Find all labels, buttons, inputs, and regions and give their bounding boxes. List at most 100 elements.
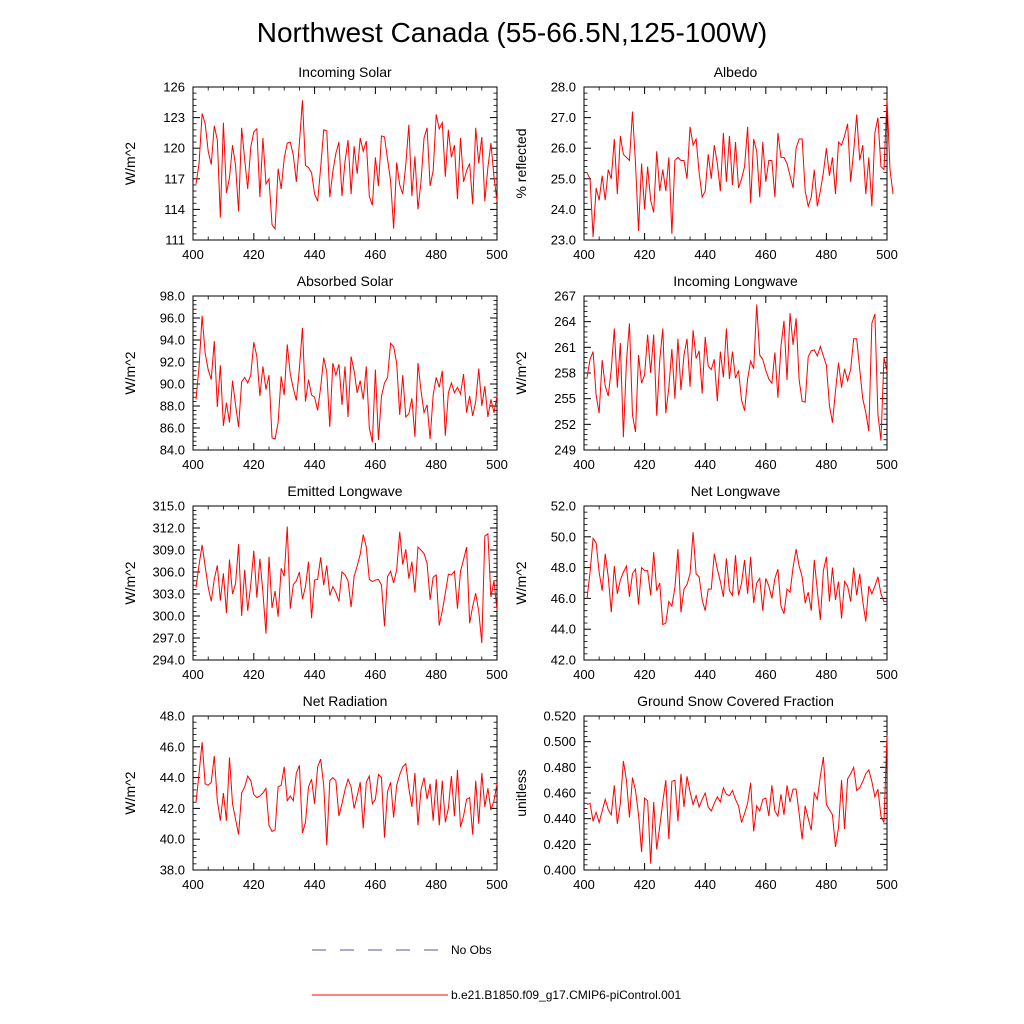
x-tick-label: 420	[243, 247, 265, 262]
y-tick-label: 88.0	[160, 399, 185, 414]
y-tick-label: 303.0	[152, 587, 185, 602]
panel-net-radiation: 400 420 440 460 480 500 38.0 40.0 42.0 44.0 46.0 48…	[122, 693, 508, 892]
panel-incoming-solar: 400 420 440 460 480 500 111 114 117 120 123 126 Inco…	[122, 64, 508, 262]
plot-frame	[583, 715, 888, 871]
plot-frame	[583, 505, 888, 661]
x-tick-label: 420	[634, 667, 656, 682]
panel-title: Incoming Solar	[298, 64, 392, 80]
y-tick-label: 84.0	[160, 443, 185, 458]
y-tick-label: 90.0	[160, 377, 185, 392]
y-tick-label: 0.440	[543, 811, 576, 826]
x-tick-label: 460	[755, 247, 777, 262]
y-tick-label: 96.0	[160, 311, 185, 326]
x-tick-label: 460	[365, 667, 387, 682]
y-tick-label: 48.0	[551, 560, 576, 575]
x-tick-label: 500	[486, 247, 508, 262]
y-tick-label: 300.0	[152, 609, 185, 624]
y-tick-label: 120	[163, 141, 185, 156]
y-tick-label: 42.0	[160, 801, 185, 816]
panel-title: Net Longwave	[691, 483, 781, 499]
y-tick-label: 0.460	[543, 786, 576, 801]
x-tick-label: 480	[425, 247, 447, 262]
y-tick-label: 25.0	[551, 171, 576, 186]
x-tick-label: 460	[365, 877, 387, 892]
panel-net-longwave: 400 420 440 460 480 500 42.0 44.0 46.0 48.0 50.0 52…	[513, 483, 898, 682]
panel-title: Ground Snow Covered Fraction	[637, 693, 834, 709]
y-tick-label: 114	[164, 202, 185, 217]
x-tick-label: 440	[694, 667, 716, 682]
y-tick-label: 261	[554, 340, 576, 355]
y-tick-label: 52.0	[551, 499, 576, 514]
y-tick-label: 315.0	[152, 499, 185, 514]
panel-emitted-longwave: 400 420 440 460 480 500 294.0 297.0 300.0 303.0 30…	[122, 483, 508, 682]
x-tick-label: 500	[486, 457, 508, 472]
y-tick-label: 264	[554, 314, 576, 329]
x-tick-label: 500	[486, 667, 508, 682]
y-tick-label: 44.0	[551, 622, 576, 637]
y-tick-label: 294.0	[152, 653, 185, 668]
x-tick-label: 500	[876, 457, 898, 472]
x-tick-label: 400	[573, 877, 595, 892]
x-tick-label: 420	[634, 877, 656, 892]
series-line	[586, 99, 894, 237]
y-axis-label: unitless	[513, 769, 529, 816]
x-tick-label: 480	[816, 247, 838, 262]
series-line	[586, 735, 888, 864]
x-tick-label: 420	[243, 667, 265, 682]
y-tick-label: 26.0	[551, 141, 576, 156]
y-tick-label: 28.0	[551, 80, 576, 95]
y-tick-label: 0.400	[543, 863, 576, 878]
x-tick-label: 400	[182, 877, 204, 892]
y-axis-label: W/m^2	[122, 142, 138, 185]
x-tick-label: 460	[365, 247, 387, 262]
y-tick-label: 117	[164, 171, 185, 186]
x-tick-label: 500	[876, 247, 898, 262]
x-tick-label: 480	[816, 667, 838, 682]
panel-albedo: 400 420 440 460 480 500 23.0 24.0 25.0 26.0 27.0 28…	[513, 64, 898, 262]
panel-title: Net Radiation	[303, 693, 388, 709]
y-tick-label: 249	[554, 443, 576, 458]
x-tick-label: 400	[182, 457, 204, 472]
figure-title: Northwest Canada (55-66.5N,125-100W)	[257, 17, 767, 48]
y-tick-label: 126	[163, 80, 185, 95]
x-tick-label: 480	[425, 667, 447, 682]
panel-title: Albedo	[714, 64, 758, 80]
y-tick-label: 312.0	[152, 521, 185, 536]
y-tick-label: 0.420	[543, 837, 576, 852]
legend: No Obs b.e21.B1850.f09_g17.CMIP6-piContr…	[312, 943, 681, 1002]
panel-ground-snow-covered-fraction: 400 420 440 460 480 500 0.400 0.420 0.440 0.460 0.…	[513, 693, 898, 892]
x-tick-label: 480	[816, 877, 838, 892]
series-line	[195, 315, 498, 443]
y-tick-label: 123	[163, 110, 185, 125]
y-tick-label: 309.0	[152, 543, 185, 558]
series-line	[586, 532, 887, 626]
x-tick-label: 460	[755, 667, 777, 682]
y-tick-label: 92.0	[160, 355, 185, 370]
y-tick-label: 86.0	[160, 421, 185, 436]
x-tick-label: 460	[755, 457, 777, 472]
legend-label-model: b.e21.B1850.f09_g17.CMIP6-piControl.001	[451, 988, 681, 1002]
panel-absorbed-solar: 400 420 440 460 480 500 84.0 86.0 88.0 90.0 92.0 94…	[122, 273, 508, 472]
x-tick-label: 480	[425, 457, 447, 472]
y-tick-label: 24.0	[551, 202, 576, 217]
panel-grid: 400 420 440 460 480 500 111 114 117 120 123 126 Inco…	[122, 64, 898, 892]
y-tick-label: 40.0	[160, 832, 185, 847]
y-axis-label: W/m^2	[513, 561, 529, 604]
series-line	[195, 526, 498, 644]
y-axis-label: W/m^2	[122, 771, 138, 814]
y-axis-label: W/m^2	[513, 351, 529, 394]
x-tick-label: 420	[634, 457, 656, 472]
x-tick-label: 420	[243, 877, 265, 892]
panel-title: Emitted Longwave	[287, 483, 402, 499]
x-tick-label: 440	[304, 667, 326, 682]
panel-title: Incoming Longwave	[673, 273, 798, 289]
y-tick-label: 23.0	[551, 233, 576, 248]
x-tick-label: 500	[876, 877, 898, 892]
x-tick-label: 400	[573, 457, 595, 472]
panel-title: Absorbed Solar	[297, 273, 394, 289]
x-tick-label: 420	[634, 247, 656, 262]
y-tick-label: 297.0	[152, 631, 185, 646]
y-tick-label: 0.480	[543, 760, 576, 775]
plot-frame	[583, 295, 888, 451]
